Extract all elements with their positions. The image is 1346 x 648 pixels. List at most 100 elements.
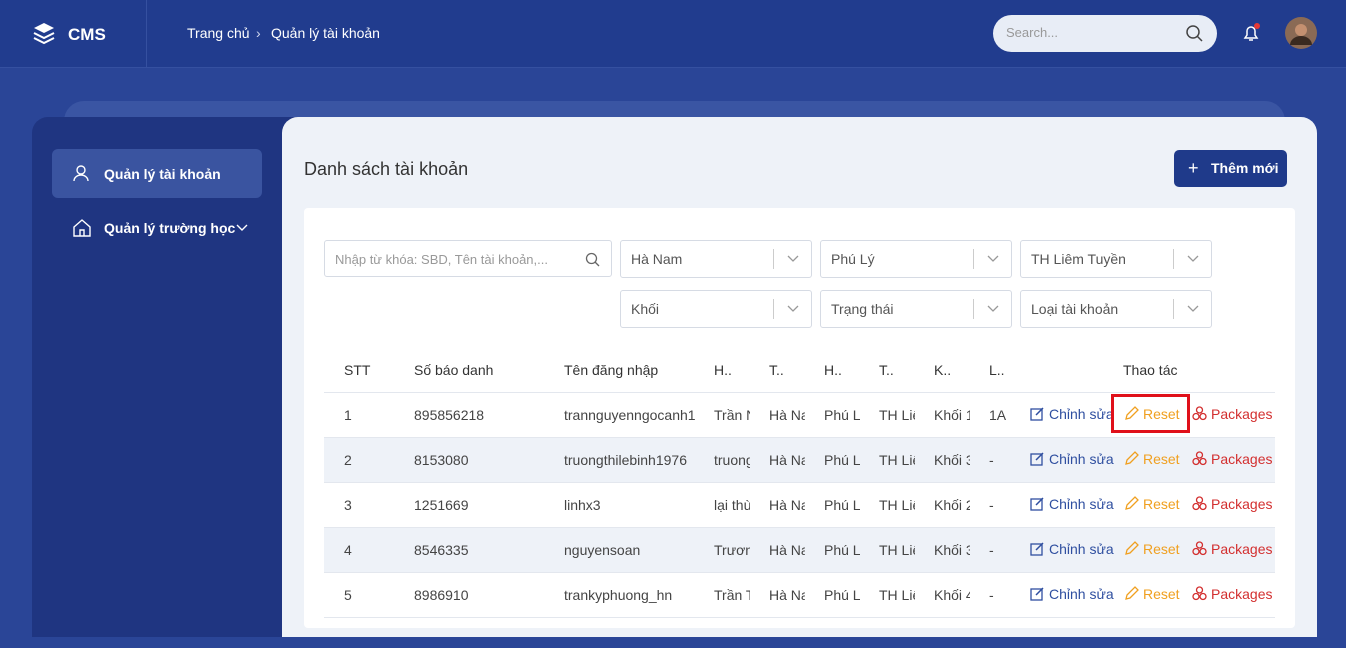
table-cell: 1 [344,407,352,423]
pencil-icon [1125,451,1139,465]
action-label: Reset [1143,541,1180,557]
chevron [787,305,799,312]
breadcrumb-link[interactable]: Trang chủ [187,25,250,41]
action-packages[interactable]: Packages [1192,451,1272,467]
table-cell: TH Liê [879,542,915,558]
table-cell: 1A [989,407,1007,423]
action-reset[interactable]: Reset [1124,451,1180,467]
bell-icon[interactable] [1241,22,1263,44]
table-cell: Khối 1 [934,407,970,423]
chevron [1187,255,1199,262]
table-cell: - [989,497,994,513]
table-cell: Trần N [714,407,750,423]
filter-select[interactable]: Phú Lý [820,240,1012,278]
sidebar-item[interactable]: Quản lý trường học [52,205,262,250]
filter-select[interactable]: Trạng thái [820,290,1012,328]
packages-icon [1192,406,1207,421]
table-cell: Phú L [824,497,860,513]
action-label: Chỉnh sửa [1049,496,1114,512]
search-placeholder: Search... [1006,25,1059,40]
action-label: Reset [1143,406,1180,422]
table-cell: Phú L [824,407,860,423]
column-header: STT [344,362,371,378]
action-packages[interactable]: Packages [1192,496,1272,512]
table-cell: Phú L [824,542,860,558]
action-label: Chỉnh sửa [1049,406,1114,422]
action-edit[interactable]: Chỉnh sửa [1030,496,1114,512]
pencil-icon [1125,406,1139,420]
table-cell: Hà Na [769,452,805,468]
action-packages[interactable]: Packages [1192,586,1272,602]
sidebar-item-active[interactable]: Quản lý tài khoản [52,149,262,198]
column-header: H.. [824,362,842,378]
add-button-label: Thêm mới [1211,160,1279,176]
separator [773,299,774,319]
column-header: Thao tác [1123,362,1178,378]
table-cell: lại thù [714,497,750,513]
keyword-input[interactable]: Nhập từ khóa: SBD, Tên tài khoản,... [324,240,612,277]
table-cell: truong [714,452,750,468]
table-cell: 8546335 [414,542,469,558]
edit-icon [1030,497,1044,511]
table: STT Số báo danh Tên đăng nhập H.. T.. H.. T.. K… [324,348,1275,648]
action-edit[interactable]: Chỉnh sửa [1030,451,1114,467]
search-icon [1186,25,1203,42]
content-title: Danh sách tài khoản [304,159,469,179]
table-cell: Phú L [824,452,860,468]
filter-value: Loại tài khoản [1031,301,1119,317]
sidebar-label: Quản lý tài khoản [104,166,221,182]
table-cell: Khối 2 [934,497,970,513]
action-label: Packages [1211,451,1273,467]
action-reset[interactable]: Reset [1124,406,1180,422]
table-cell: trankyphuong_hn [564,587,673,603]
table-cell: TH Liê [879,407,915,423]
plus-icon: + [1188,158,1199,178]
action-edit[interactable]: Chỉnh sửa [1030,586,1114,602]
action-reset[interactable]: Reset [1124,586,1180,602]
table-cell: 3 [344,497,352,513]
action-label: Reset [1143,451,1180,467]
pencil-icon [1125,541,1139,555]
edit-icon [1030,407,1044,421]
column-header: Số báo danh [414,362,494,378]
table-header: STT Số báo danh Tên đăng nhập H.. T.. H.. T.. K… [324,348,1275,393]
table-row: 5 8986910 trankyphuong_hn Trần T Hà Na Phú L T… [324,573,1275,618]
table-cell: 1251669 [414,497,469,513]
add-button[interactable]: + Thêm mới [1174,150,1287,187]
chevron [987,305,999,312]
action-reset[interactable]: Reset [1124,541,1180,557]
table-cell: Hà Na [769,587,805,603]
avatar[interactable] [1285,17,1317,49]
filter-select[interactable]: Loại tài khoản [1020,290,1212,328]
table-cell: Hà Na [769,542,805,558]
separator [773,249,774,269]
highlight-box [1111,394,1190,433]
action-packages[interactable]: Packages [1192,541,1272,557]
filter-value: TH Liêm Tuyền [1031,251,1126,267]
column-header: K.. [934,362,952,378]
table-cell: 8153080 [414,452,469,468]
home-icon [73,219,91,237]
action-edit[interactable]: Chỉnh sửa [1030,541,1114,557]
action-label: Reset [1143,586,1180,602]
table-cell: - [989,542,994,558]
user-icon [73,165,89,182]
filter-select[interactable]: TH Liêm Tuyền [1020,240,1212,278]
edit-icon [1030,542,1044,556]
table-cell: truongthilebinh1976 [564,452,687,468]
search-box[interactable]: Search... [993,15,1217,52]
pencil-icon [1125,586,1139,600]
table-cell: - [989,587,994,603]
breadcrumb-sep: › [256,25,261,41]
table-cell: Trươn [714,542,750,558]
table-cell: TH Liê [879,587,915,603]
table-cell: 895856218 [414,407,485,423]
action-packages[interactable]: Packages [1192,406,1272,422]
action-reset[interactable]: Reset [1124,496,1180,512]
action-edit[interactable]: Chỉnh sửa [1030,406,1114,422]
filter-value: Khối [631,301,660,317]
packages-icon [1192,586,1207,601]
filter-select[interactable]: Khối [620,290,812,328]
filter-select[interactable]: Hà Nam [620,240,812,278]
